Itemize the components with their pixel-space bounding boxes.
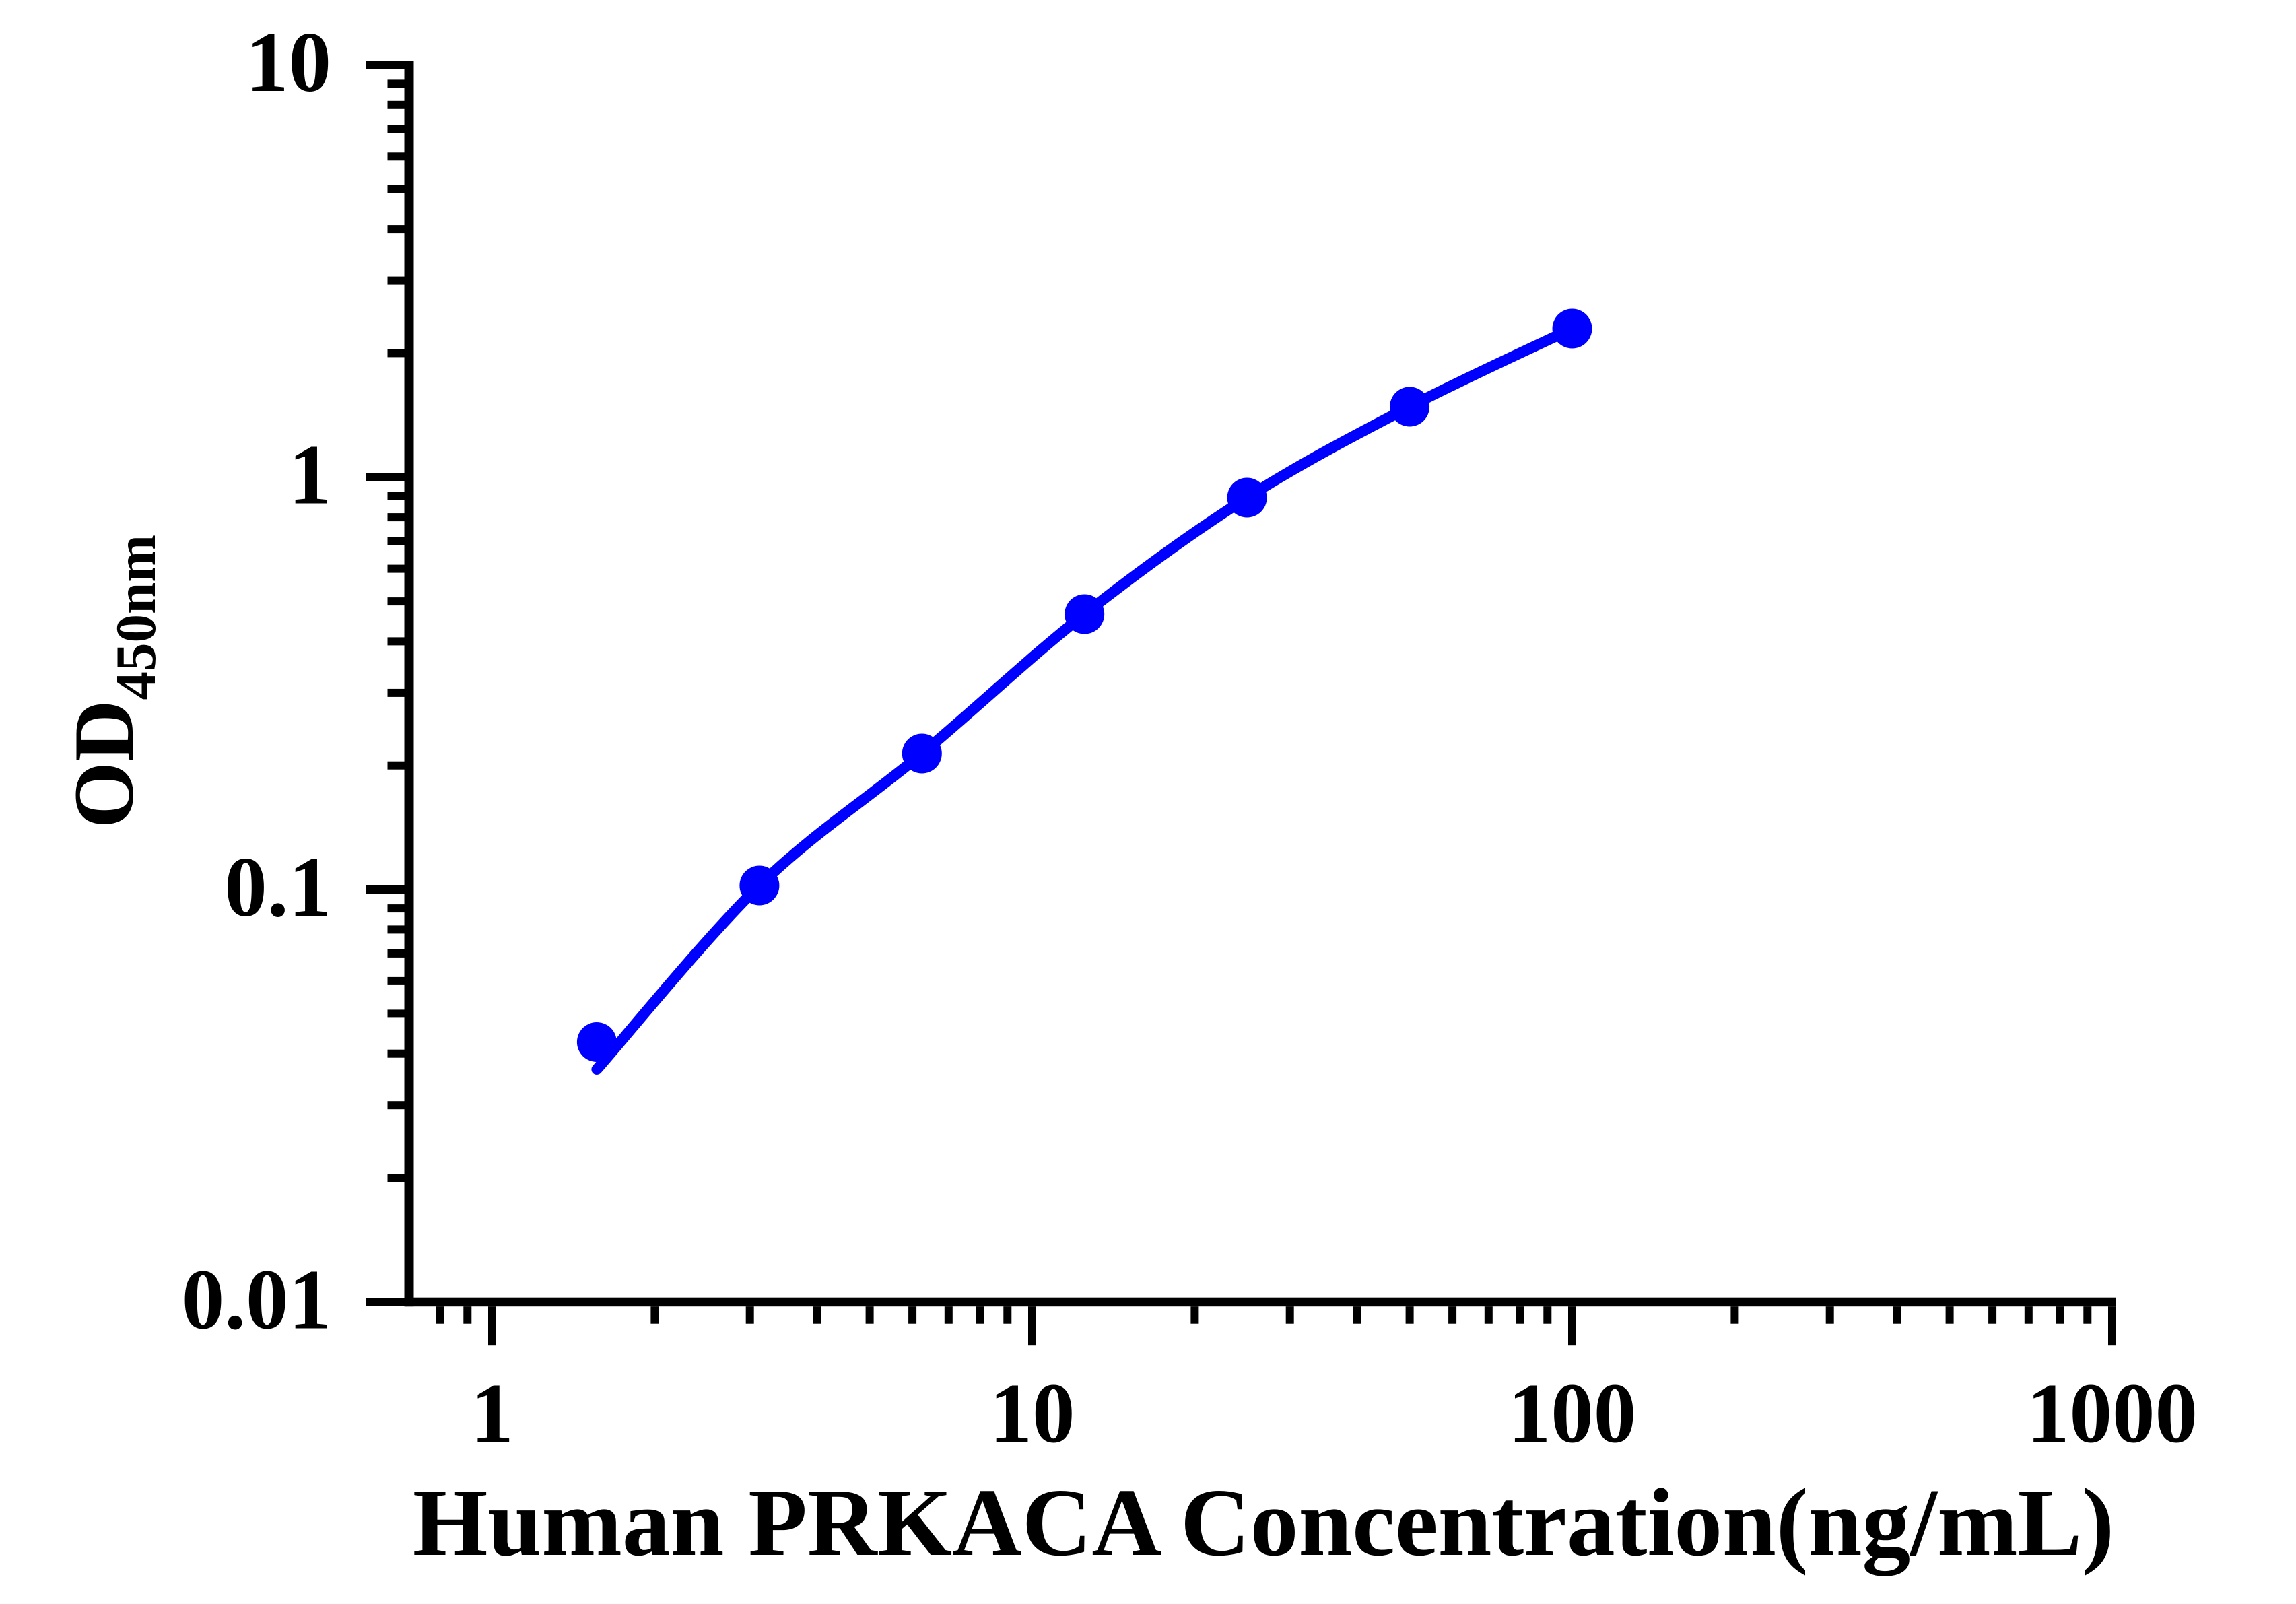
svg-text:0.01: 0.01 (182, 1252, 331, 1347)
svg-text:OD450nm: OD450nm (57, 535, 168, 828)
svg-text:1: 1 (471, 1367, 514, 1461)
svg-text:10: 10 (246, 15, 331, 110)
svg-text:10: 10 (990, 1367, 1075, 1461)
svg-text:0.1: 0.1 (224, 840, 331, 935)
svg-text:1: 1 (289, 428, 332, 523)
svg-text:1000: 1000 (2027, 1367, 2198, 1461)
svg-text:Human PRKACA Concentration(ng/: Human PRKACA Concentration(ng/mL) (413, 1469, 2114, 1576)
svg-text:100: 100 (1508, 1367, 1637, 1461)
